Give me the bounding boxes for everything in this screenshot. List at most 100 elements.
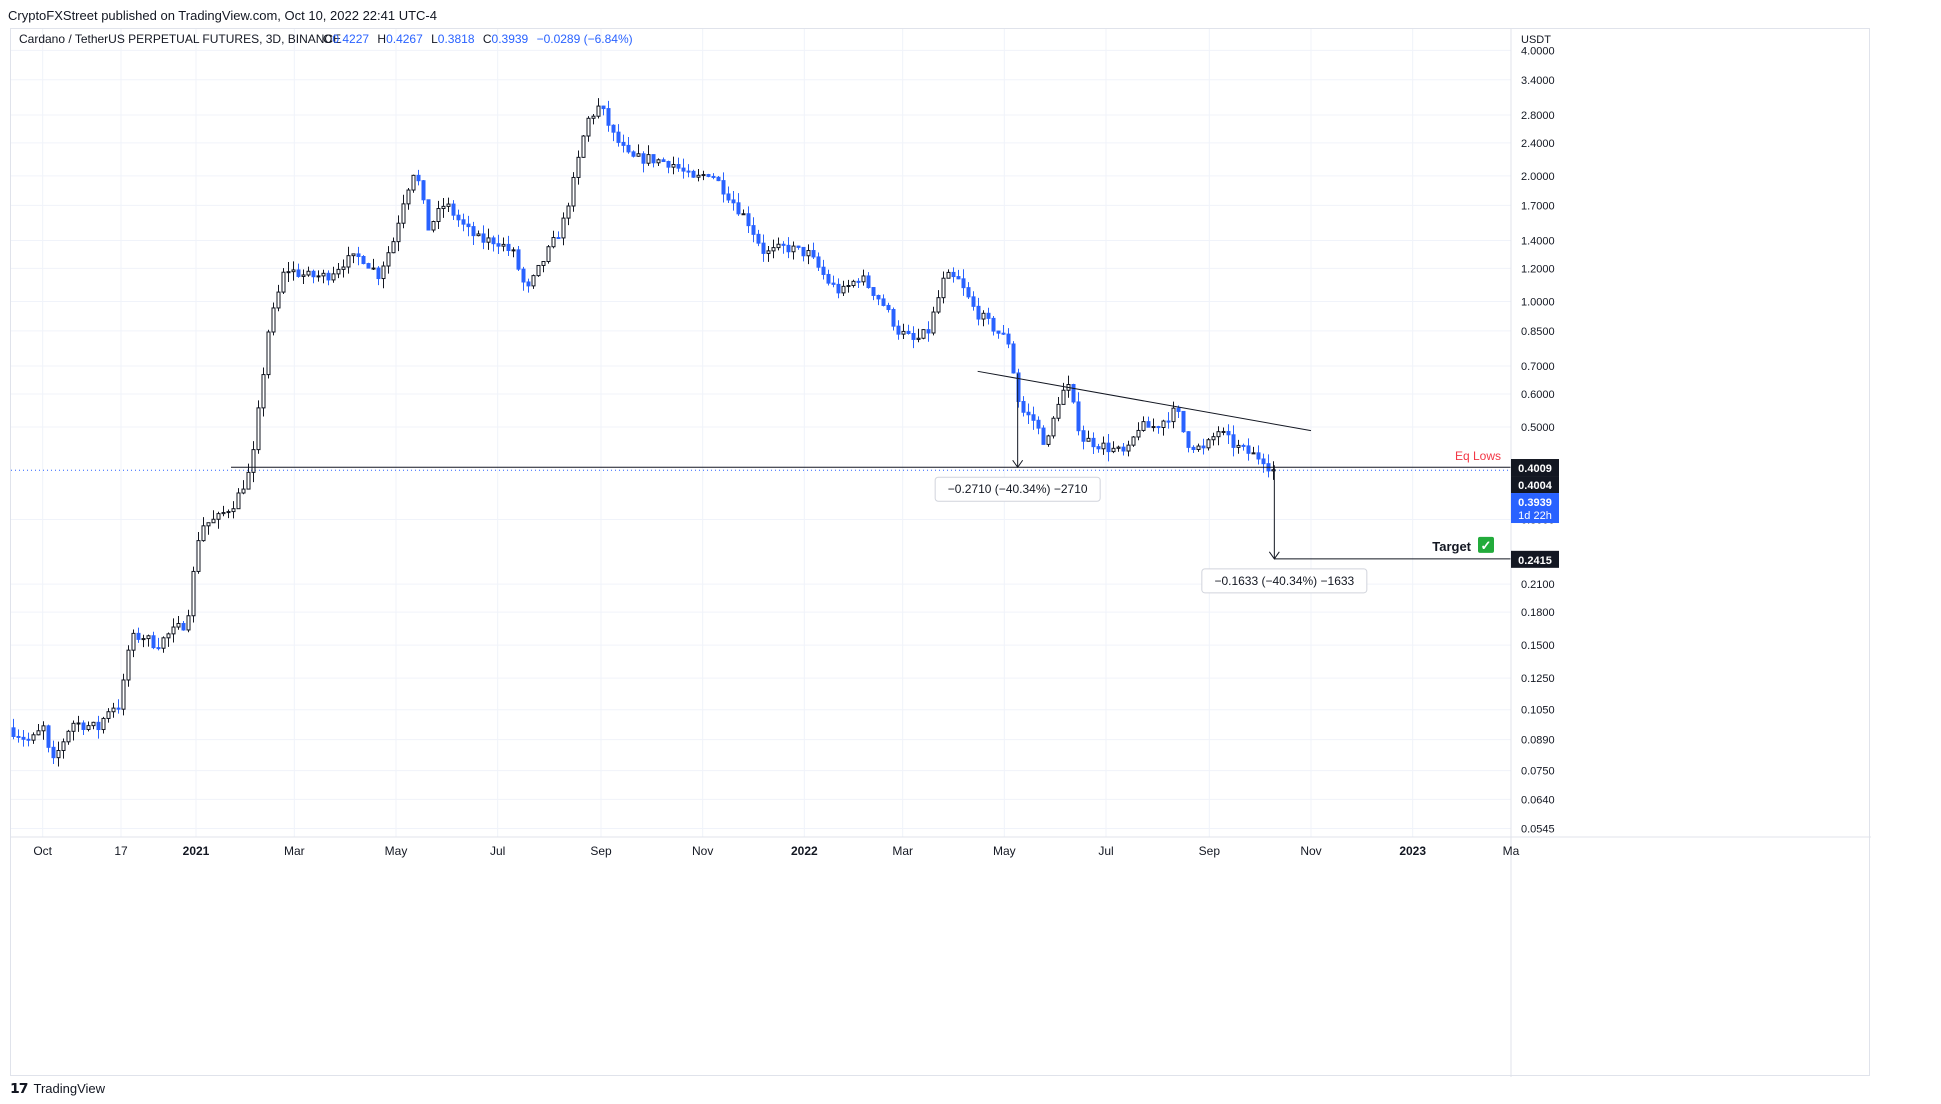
legend-close: 0.3939: [492, 32, 529, 46]
candle-body: [1241, 444, 1246, 447]
candle-body: [756, 233, 761, 244]
candle-body: [1216, 431, 1221, 438]
price-chart[interactable]: Eq Lows −0.2710 (−40.34%) −2710 −0.1633 (−…: [11, 29, 1871, 1077]
candle-body: [276, 291, 281, 309]
candle-body: [876, 294, 881, 300]
candle-body: [301, 274, 306, 277]
price-badge-label: 0.2415: [1518, 555, 1552, 567]
x-tick-label: Jul: [490, 844, 505, 858]
candle-body: [706, 174, 711, 177]
candle-body: [311, 270, 316, 278]
candle-body: [1101, 442, 1106, 450]
candle-body: [1041, 427, 1046, 445]
candle-body: [1171, 407, 1176, 423]
candle-body: [866, 275, 871, 289]
candle-body: [751, 225, 756, 235]
candle-body: [516, 249, 521, 270]
candle-body: [1046, 435, 1051, 445]
candle-body: [1011, 343, 1016, 374]
candle-body: [191, 570, 196, 617]
candle-body: [501, 243, 506, 247]
candle-body: [11, 727, 16, 737]
candle-body: [816, 256, 821, 268]
candle-body: [416, 174, 421, 182]
candle-body: [196, 540, 201, 572]
candle-body: [366, 263, 371, 269]
candle-body: [1016, 372, 1021, 402]
candle-body: [851, 280, 856, 287]
candle-body: [471, 226, 476, 237]
candle-body: [1271, 469, 1276, 472]
candle-body: [511, 249, 516, 252]
candle-body: [306, 270, 311, 276]
candle-body: [586, 117, 591, 137]
candle-body: [946, 271, 951, 279]
x-tick-label: Nov: [692, 844, 713, 858]
y-tick-label: 0.1500: [1521, 640, 1555, 652]
candle-body: [146, 635, 151, 640]
candle-body: [221, 512, 226, 515]
candle-body: [1061, 389, 1066, 405]
candle-body: [606, 108, 611, 126]
candle-body: [936, 297, 941, 313]
candle-body: [1126, 444, 1131, 452]
y-tick-label: 1.4000: [1521, 236, 1555, 248]
candle-body: [1156, 426, 1161, 429]
x-tick-label: Oct: [33, 844, 52, 858]
x-tick-label: 2023: [1399, 844, 1426, 858]
x-tick-label: May: [385, 844, 408, 858]
measure-2-arrow: [1268, 551, 1280, 560]
candle-body: [41, 725, 46, 732]
candle-body: [551, 237, 556, 248]
candle-body: [241, 488, 246, 494]
candle-body: [296, 269, 301, 277]
y-tick-label: 2.4000: [1521, 138, 1555, 150]
legend-ohlc: O0.4227 H0.4267 L0.3818 C0.3939 −0.0289 …: [323, 32, 633, 46]
candle-body: [596, 105, 601, 117]
candle-body: [996, 330, 1001, 334]
candle-body: [1211, 436, 1216, 441]
y-tick-label: 1.0000: [1521, 296, 1555, 308]
candle-body: [491, 237, 496, 245]
candle-body: [656, 159, 661, 164]
candle-body: [506, 243, 511, 252]
candle-body: [786, 244, 791, 253]
candle-body: [986, 312, 991, 319]
candle-body: [171, 626, 176, 635]
footer-brand[interactable]: 𝟭𝟳 TradingView: [10, 1080, 105, 1097]
x-tick-label: 2021: [183, 844, 210, 858]
candle-body: [1186, 431, 1191, 448]
candle-body: [271, 307, 276, 333]
x-tick-label: Mar: [892, 844, 913, 858]
candle-body: [846, 285, 851, 288]
candle-body: [856, 280, 861, 283]
candle-body: [571, 176, 576, 207]
candle-body: [1176, 407, 1181, 412]
candle-body: [1106, 442, 1111, 453]
candle-body: [1021, 400, 1026, 413]
candle-body: [591, 115, 596, 119]
candle-body: [166, 633, 171, 639]
candle-body: [746, 213, 751, 227]
y-tick-label: 1.7000: [1521, 200, 1555, 212]
candle-body: [546, 246, 551, 262]
candle-body: [1096, 446, 1101, 450]
candle-body: [326, 272, 331, 281]
candle-body: [176, 622, 181, 628]
measure-2-label: −0.1633 (−40.34%) −1633: [1214, 574, 1354, 588]
candle-body: [81, 722, 86, 730]
candle-body: [391, 241, 396, 254]
price-badge-countdown: 1d 22h: [1518, 510, 1552, 522]
candle-body: [341, 266, 346, 270]
price-badge-label: 0.4004: [1518, 480, 1553, 492]
candle-body: [1136, 429, 1141, 438]
candle-body: [216, 513, 221, 520]
y-tick-label: 2.8000: [1521, 110, 1555, 122]
y-tick-label: 0.0545: [1521, 823, 1555, 835]
candle-body: [766, 250, 771, 254]
chart-frame[interactable]: Eq Lows −0.2710 (−40.34%) −2710 −0.1633 (−…: [10, 28, 1871, 1077]
candle-body: [626, 144, 631, 153]
y-tick-label: 0.6000: [1521, 389, 1555, 401]
candle-body: [696, 174, 701, 178]
